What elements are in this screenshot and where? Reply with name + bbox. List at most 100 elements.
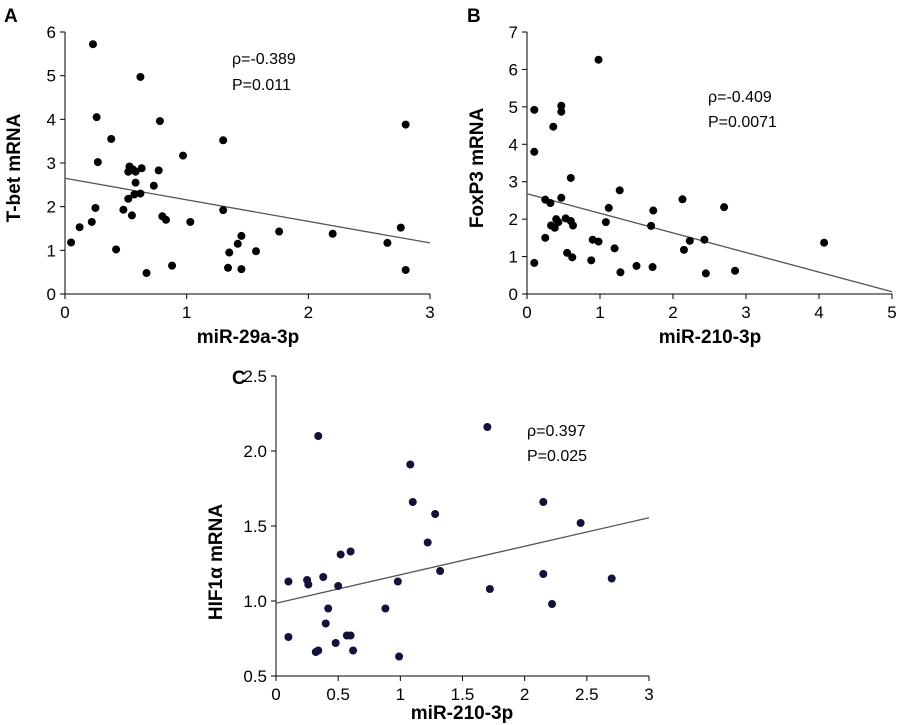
- panel-a-data-point: [131, 178, 140, 187]
- panel-a-data-point: [127, 211, 136, 220]
- panel-c-y-tick-label: 2.5: [243, 367, 267, 386]
- panel-a-y-axis-title: T-bet mRNA: [4, 113, 25, 222]
- panel-b-data-point: [820, 238, 829, 247]
- panel-a-data-point: [179, 151, 188, 160]
- panel-a-data-point: [75, 223, 84, 232]
- panel-a-data-point: [131, 167, 140, 176]
- panel-b-x-tick-label: 1: [595, 303, 604, 322]
- panel-a-data-point: [91, 203, 100, 212]
- panel-a-data-point: [124, 167, 133, 176]
- panel-a-data-point: [149, 181, 158, 190]
- panel-b-y-tick-label: 7: [509, 23, 518, 42]
- panel-a-label: A: [4, 6, 18, 27]
- panel-b-data-point: [554, 218, 563, 227]
- panel-c-y-tick-label: 0.5: [243, 667, 267, 686]
- panel-a-data-point: [67, 238, 76, 247]
- panel-a-data-point: [154, 166, 163, 175]
- panel-a-data-point: [224, 263, 233, 272]
- panel-b-data-point: [601, 218, 610, 227]
- panel-b-y-tick-label: 1: [509, 248, 518, 267]
- panel-c-chart: C HIF1α mRNA miR-210-3p ρ=0.397 P=0.025 …: [206, 367, 654, 724]
- panel-a-data-point: [168, 261, 177, 270]
- panel-b-data-point: [720, 203, 729, 212]
- panel-a-x-axis-title: miR-29a-3p: [197, 327, 299, 348]
- panel-a-p-value-text: P=0.011: [232, 77, 291, 94]
- panel-c-data-point: [346, 631, 355, 640]
- panel-a-y-tick-label: 3: [47, 154, 56, 173]
- panel-a-data-point: [219, 136, 228, 145]
- panel-c-y-axis-title: HIF1α mRNA: [206, 504, 227, 620]
- panel-b-x-tick-label: 5: [887, 303, 896, 322]
- panel-b-data-point: [530, 105, 539, 114]
- panel-b-data-point: [701, 269, 710, 278]
- panel-b-y-axis-title: FoxP3 mRNA: [467, 108, 488, 229]
- panel-b-data-point: [568, 253, 577, 262]
- panel-a-data-point: [161, 215, 170, 224]
- panel-a-data-point: [136, 72, 145, 81]
- panel-b-label: B: [467, 6, 481, 27]
- panel-b-data-point: [587, 256, 596, 265]
- panel-c-y-tick-label: 1.5: [243, 517, 267, 536]
- panel-a-x-tick-label: 2: [304, 303, 313, 322]
- panel-b-x-tick-label: 4: [814, 303, 823, 322]
- panel-a-y-tick-label: 5: [47, 67, 56, 86]
- panel-a-data-point: [219, 206, 228, 215]
- panel-a-data-point: [383, 238, 392, 247]
- panel-c-data-point: [334, 582, 343, 590]
- panel-b-data-point: [649, 206, 658, 215]
- panel-b-data-point: [647, 221, 656, 230]
- panel-a-data-point: [119, 205, 128, 214]
- panel-c-data-point: [485, 585, 494, 593]
- panel-a-data-point: [237, 231, 246, 240]
- panel-b-p-value-text: P=0.0071: [708, 114, 777, 131]
- panel-a-x-tick-label: 3: [425, 303, 434, 322]
- panel-b-data-point: [594, 55, 603, 64]
- panel-b-data-point: [678, 195, 687, 204]
- panel-c-data-point: [431, 510, 440, 518]
- panel-a-data-point: [107, 134, 116, 143]
- panel-c-data-point: [319, 573, 328, 581]
- panel-b-data-point: [541, 233, 550, 242]
- panel-a-y-tick-label: 0: [47, 285, 56, 304]
- panel-c-rho-text: ρ=0.397: [527, 423, 586, 440]
- panel-c-data-point: [349, 646, 358, 655]
- panel-a-y-tick-label: 2: [47, 198, 56, 217]
- panel-c-data-point: [607, 574, 616, 583]
- panel-c-data-point: [423, 538, 432, 547]
- panel-c-data-point: [284, 577, 293, 586]
- panel-b-data-point: [679, 245, 688, 254]
- panel-b-data-point: [648, 263, 657, 272]
- panel-a-data-point: [124, 194, 133, 203]
- panel-b-chart: B FoxP3 mRNA miR-210-3p ρ=-0.409 P=0.007…: [467, 6, 897, 348]
- panel-c-data-point: [393, 577, 402, 586]
- panel-c-x-tick-label: 2: [520, 685, 529, 704]
- panel-c-x-tick-label: 3: [644, 685, 653, 704]
- panel-c-data-point: [331, 639, 340, 647]
- panel-c-data-point: [284, 633, 293, 641]
- panel-b-rho-text: ρ=-0.409: [708, 89, 772, 106]
- panel-c-data-point: [314, 432, 323, 440]
- panel-c-data-point: [321, 619, 330, 628]
- panel-a-data-point: [237, 265, 246, 274]
- panel-a-data-point: [136, 189, 145, 198]
- panel-b-data-point: [549, 122, 558, 131]
- panel-b-data-point: [546, 199, 555, 208]
- panel-b-data-point: [632, 261, 641, 270]
- panel-a-chart: A T-bet mRNA miR-29a-3p ρ=-0.389 P=0.011…: [4, 6, 435, 348]
- panel-c-x-tick-label: 2.5: [575, 685, 599, 704]
- panel-a-data-point: [92, 113, 101, 122]
- panel-a-data-point: [137, 164, 146, 173]
- panel-c-data-point: [304, 580, 313, 589]
- panel-c-data-point: [346, 547, 355, 556]
- panel-c-data-point: [539, 498, 548, 506]
- panel-b-data-point: [731, 266, 740, 275]
- panel-c-data-point: [483, 423, 492, 431]
- panel-c-label: C: [232, 368, 246, 389]
- panel-b-data-point: [615, 186, 624, 195]
- panel-c-data-point: [539, 570, 548, 578]
- panel-c-y-tick-label: 1.0: [243, 592, 267, 611]
- panel-a-y-tick-label: 6: [47, 23, 56, 42]
- panel-b-data-point: [604, 203, 613, 212]
- panel-a-y-tick-label: 4: [47, 110, 56, 129]
- panel-a-data-point: [252, 247, 261, 256]
